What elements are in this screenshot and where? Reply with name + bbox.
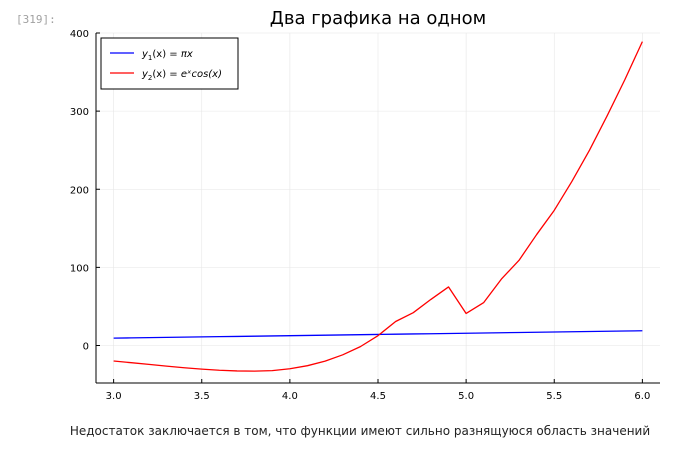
y-tick-label-4: 400: [70, 29, 89, 40]
x-tick-label-1: 3.5: [194, 391, 210, 402]
x-tick-label-5: 5.5: [546, 391, 562, 402]
y-tick-label-2: 200: [70, 185, 89, 196]
series-line-1: [113, 330, 643, 339]
axes: [95, 32, 660, 384]
x-tick-label-6: 6.0: [634, 391, 650, 402]
x-tick-label-3: 4.5: [370, 391, 386, 402]
tick-labels: 3.0 3.5 4.0 4.5 5.0 5.5 6.0 0 100 200 300 400: [70, 29, 650, 402]
grid: [96, 32, 660, 383]
y-tick-label-3: 300: [70, 107, 89, 118]
legend-label-2: y2(x) = eˣcos(x): [141, 69, 222, 82]
y-tick-label-1: 100: [70, 263, 89, 274]
x-tick-label-0: 3.0: [106, 391, 122, 402]
line-chart: Два графика на одном 3.0 3.5 4.0 4.5 5.0 5.5 6…: [70, 8, 660, 402]
series-group: [113, 41, 643, 372]
series-line-2: [113, 41, 643, 372]
legend-box: [100, 37, 239, 90]
chart-title: Два графика на одном: [270, 8, 486, 29]
cell-prompt: [319]:: [16, 13, 56, 26]
caption-text: Недостаток заключается в том, что функци…: [69, 424, 651, 438]
y-tick-label-0: 0: [83, 342, 89, 353]
legend: y1(x) = πx y2(x) = eˣcos(x): [100, 37, 239, 90]
x-tick-label-2: 4.0: [282, 391, 298, 402]
x-tick-label-4: 5.0: [458, 391, 474, 402]
legend-label-1: y1(x) = πx: [141, 49, 193, 62]
